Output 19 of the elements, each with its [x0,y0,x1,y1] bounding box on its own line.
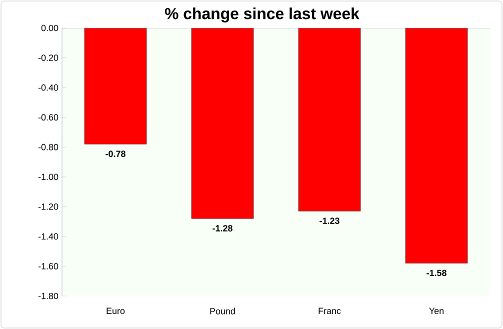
y-tick-label: -0.80 [38,144,58,150]
y-tick-label: -0.20 [38,54,58,61]
data-label: -1.28 [212,225,232,232]
x-tick-label: Yen [429,308,444,314]
data-label: -1.58 [426,270,446,276]
y-tick-label: -1.80 [38,292,58,300]
y-tick-label: -0.40 [38,84,58,91]
x-tick-label: Pound [210,308,235,314]
y-tick-label: -0.60 [38,114,58,121]
x-tick-label: Euro [106,308,125,314]
data-label: -0.78 [106,150,126,158]
y-tick-label: 0.00 [41,24,58,32]
y-tick-label: -1.60 [38,263,58,270]
chart-title: % change since last week [164,8,360,22]
x-tick-label: Franc [318,308,341,314]
y-tick-label: -1.20 [38,203,58,210]
y-tick-label: -1.00 [38,174,58,180]
y-tick-label: -1.40 [38,233,58,240]
data-label: -1.23 [320,218,340,224]
